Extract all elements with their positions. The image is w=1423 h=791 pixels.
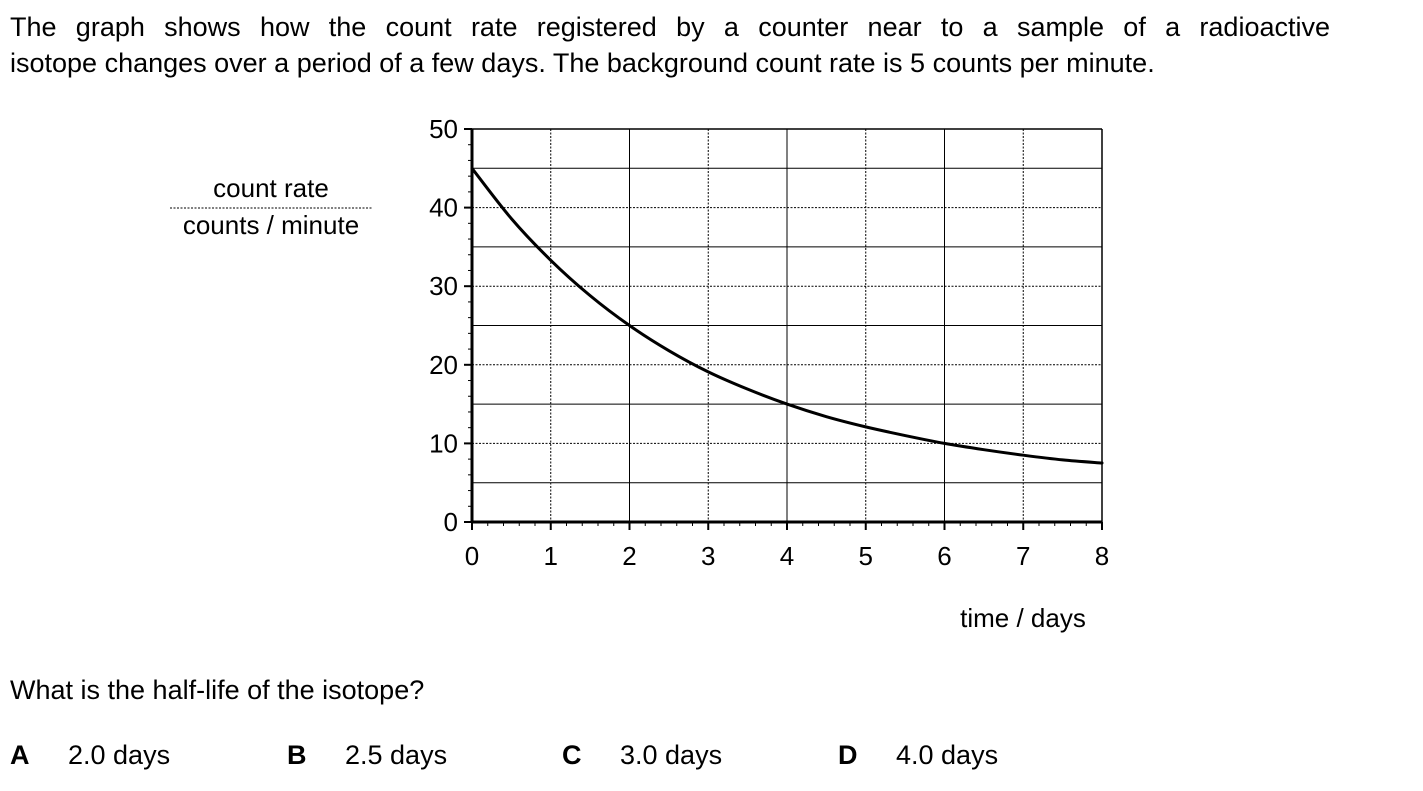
x-tick-label: 4 [780,541,794,571]
intro-line-1: The graph shows how the count rate regis… [10,12,1330,42]
y-axis-label-bottom: counts / minute [183,210,359,240]
chart-grid [471,128,1103,523]
intro-line-2: isotope changes over a period of a few d… [10,48,1155,78]
y-tick-label: 40 [429,193,458,223]
y-tick-label: 30 [429,271,458,301]
decay-curve [470,166,1104,465]
x-tick-label: 2 [622,541,636,571]
option-c[interactable]: C 3.0 days [562,740,722,771]
question-prompt: What is the half-life of the isotope? [10,675,425,705]
option-a[interactable]: A 2.0 days [10,740,170,771]
option-a-text: 2.0 days [68,740,171,770]
chart-labels: 0 10 20 30 40 50 0 1 2 3 4 5 6 7 8 count rate counts / m… [170,114,1109,633]
x-tick-label: 6 [937,541,951,571]
y-tick-label: 10 [429,428,458,458]
option-c-text: 3.0 days [620,740,723,770]
option-b[interactable]: B 2.5 days [287,740,447,771]
count-rate-chart: 0 10 20 30 40 50 0 1 2 3 4 5 6 7 8 count rate counts / m… [170,114,1109,633]
y-tick-label: 50 [429,114,458,144]
option-b-text: 2.5 days [345,740,448,770]
option-d-letter: D [838,740,858,770]
x-tick-label: 8 [1095,541,1109,571]
x-tick-label: 0 [465,541,479,571]
x-tick-label: 3 [701,541,715,571]
x-tick-label: 7 [1016,541,1030,571]
option-d[interactable]: D 4.0 days [838,740,998,771]
question-intro: The graph shows how the count rate regis… [10,9,1330,81]
option-b-letter: B [287,740,307,770]
option-a-letter: A [10,740,30,770]
x-axis-label: time / days [960,603,1086,633]
chart-axes [464,128,1103,530]
x-tick-label: 5 [859,541,873,571]
option-c-letter: C [562,740,582,770]
y-axis-label-top: count rate [213,173,329,203]
y-tick-label: 0 [444,507,458,537]
answer-options: A 2.0 days B 2.5 days C 3.0 days D 4.0 days [10,740,1210,780]
option-d-text: 4.0 days [896,740,999,770]
x-tick-label: 1 [544,541,558,571]
y-tick-label: 20 [429,350,458,380]
chart-series [470,166,1104,465]
